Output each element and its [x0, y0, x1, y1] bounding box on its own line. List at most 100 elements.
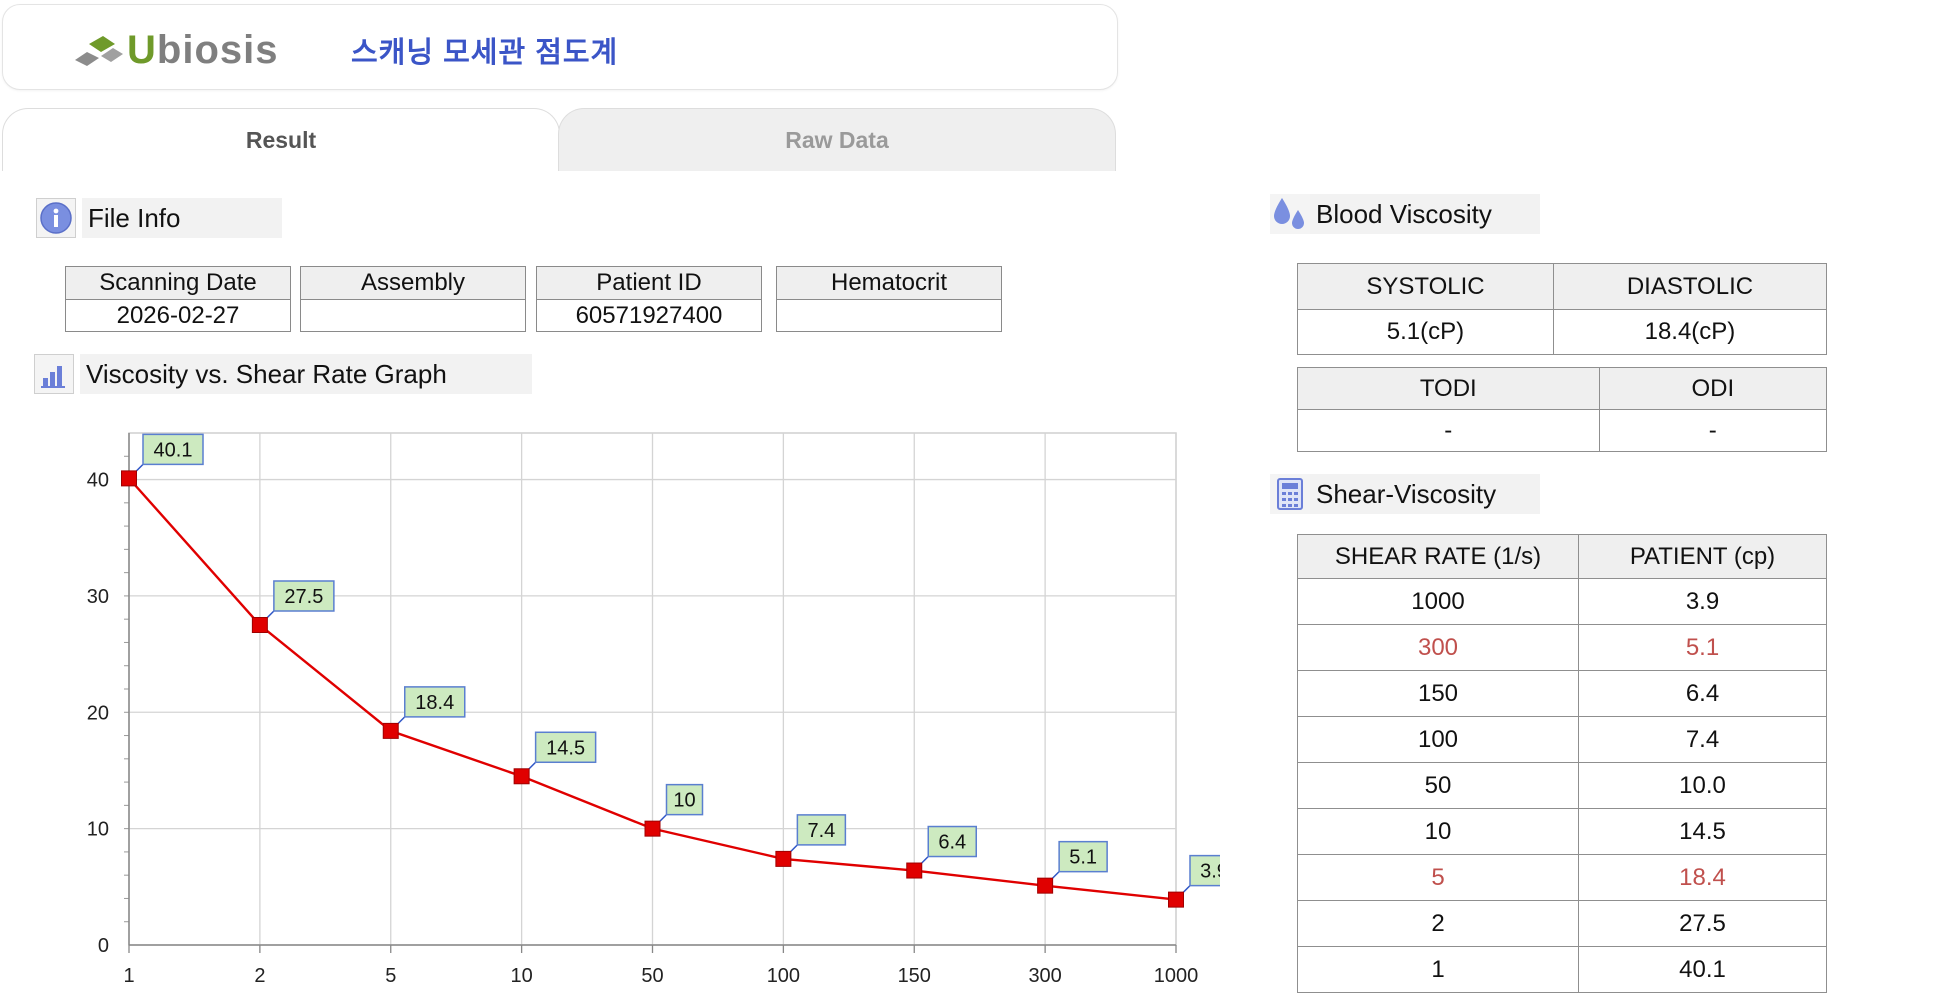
patient-id-label: Patient ID: [537, 267, 761, 300]
x-tick-label: 1: [123, 965, 134, 987]
shear-viscosity-title: Shear-Viscosity: [1310, 474, 1540, 514]
patient-value-cell: 6.4: [1578, 670, 1827, 717]
patient-value-cell: 40.1: [1578, 946, 1827, 993]
shear-rate-cell: 1000: [1297, 578, 1579, 625]
logo-letter-u: U: [127, 27, 157, 72]
x-tick-label: 50: [641, 965, 663, 987]
data-label-box: [796, 814, 847, 846]
data-label-box: [1058, 840, 1108, 873]
logo-text-rest: biosis: [156, 27, 279, 72]
app-header: Ubiosis 스캐닝 모세관 점도계: [2, 4, 1118, 90]
diastolic-header: DIASTOLIC: [1552, 263, 1828, 310]
calculator-icon: [1270, 474, 1310, 514]
x-tick-label: 2: [254, 965, 265, 987]
patient-value-cell: 3.9: [1578, 578, 1827, 625]
x-tick-label: 1000: [1154, 965, 1199, 987]
data-point: [513, 768, 530, 785]
data-label: 5.1: [1069, 847, 1097, 869]
patient-id-box: Patient ID 60571927400: [536, 266, 762, 332]
patient-value-cell: 7.4: [1578, 716, 1827, 763]
file-info-header: File Info: [36, 198, 282, 238]
shear-viscosity-table: SHEAR RATE (1/s) PATIENT (cp) 1000 3.9 300…: [1297, 534, 1827, 993]
data-label-box: [927, 825, 977, 858]
todi-value: -: [1297, 409, 1600, 452]
blood-drop-icon: [1270, 194, 1310, 234]
viscosity-shear-chart: 0 10 20 30 40 1 2 5 10 50 100 150 300 1000 40.1 27.5 18.…: [87, 432, 1220, 987]
ubiosis-logo: Ubiosis: [71, 25, 278, 75]
x-tick-label: 100: [767, 965, 800, 987]
tab-result[interactable]: Result: [2, 108, 560, 171]
data-label-box: [665, 783, 704, 816]
y-tick-label: 30: [87, 586, 109, 608]
data-point: [775, 850, 792, 867]
data-label-box: [142, 433, 204, 466]
data-point: [382, 722, 399, 739]
data-label: 40.1: [154, 439, 193, 461]
data-point: [1037, 877, 1054, 894]
shear-rate-header: SHEAR RATE (1/s): [1297, 534, 1579, 579]
blood-viscosity-header: Blood Viscosity: [1270, 194, 1540, 234]
shear-rate-cell: 2: [1297, 900, 1579, 947]
y-tick-label: 20: [87, 702, 109, 724]
shear-rate-cell: 150: [1297, 670, 1579, 717]
tab-raw-data[interactable]: Raw Data: [558, 108, 1116, 171]
shear-rate-cell: 1: [1297, 946, 1579, 993]
assembly-box: Assembly: [300, 266, 526, 332]
graph-section-header: Viscosity vs. Shear Rate Graph: [34, 354, 532, 394]
graph-section-title: Viscosity vs. Shear Rate Graph: [80, 354, 532, 394]
data-point: [906, 862, 923, 879]
table-row: 300 5.1: [1297, 624, 1827, 671]
odi-table: TODI ODI - -: [1297, 367, 1828, 452]
table-row: 150 6.4: [1297, 670, 1827, 717]
shear-rate-cell: 50: [1297, 762, 1579, 809]
table-row: 100 7.4: [1297, 716, 1827, 763]
data-label-box: [1189, 854, 1220, 887]
table-row: 5 18.4: [1297, 854, 1827, 901]
scanning-date-label: Scanning Date: [66, 267, 290, 300]
data-label-box: [273, 580, 335, 612]
data-label-box: [404, 686, 466, 718]
odi-header: ODI: [1598, 367, 1828, 410]
table-row: 50 10.0: [1297, 762, 1827, 809]
app-title: 스캐닝 모세관 점도계: [351, 37, 619, 69]
data-point: [251, 617, 268, 633]
hematocrit-label: Hematocrit: [777, 267, 1001, 300]
patient-value-cell: 10.0: [1578, 762, 1827, 809]
data-label: 18.4: [415, 692, 454, 714]
patient-value-cell: 27.5: [1578, 900, 1827, 947]
todi-header: TODI: [1297, 367, 1600, 410]
logo-text: Ubiosis: [127, 28, 278, 73]
table-row: 10 14.5: [1297, 808, 1827, 855]
systolic-value: 5.1(cP): [1297, 309, 1554, 355]
data-point: [1168, 891, 1184, 908]
odi-value: -: [1598, 409, 1828, 452]
data-point: [121, 470, 137, 487]
patient-value-cell: 5.1: [1578, 624, 1827, 671]
table-row: 2 27.5: [1297, 900, 1827, 947]
data-label: 27.5: [284, 586, 323, 608]
patient-value-cell: 14.5: [1578, 808, 1827, 855]
data-point: [644, 820, 661, 837]
file-info-title: File Info: [82, 198, 282, 238]
x-tick-label: 300: [1028, 965, 1061, 987]
y-tick-label: 10: [87, 819, 109, 841]
data-label: 14.5: [546, 737, 585, 759]
patient-value-cell: 18.4: [1578, 854, 1827, 901]
data-label: 3.9: [1200, 861, 1220, 883]
blood-viscosity-title: Blood Viscosity: [1310, 194, 1540, 234]
x-tick-label: 150: [898, 965, 931, 987]
table-row: 1 40.1: [1297, 946, 1827, 993]
scanning-date-box: Scanning Date 2026-02-27: [65, 266, 291, 332]
scanning-date-value: 2026-02-27: [116, 302, 240, 329]
x-tick-label: 10: [511, 965, 533, 987]
shear-rate-cell: 5: [1297, 854, 1579, 901]
diastolic-value: 18.4(cP): [1552, 309, 1828, 355]
data-label-box: [534, 731, 597, 764]
assembly-label: Assembly: [301, 267, 525, 300]
hematocrit-value: [777, 300, 1001, 332]
shear-rate-cell: 100: [1297, 716, 1579, 763]
patient-header: PATIENT (cp): [1578, 534, 1827, 579]
shear-rate-cell: 300: [1297, 624, 1579, 671]
x-tick-label: 5: [385, 965, 396, 987]
data-label: 6.4: [938, 832, 966, 854]
